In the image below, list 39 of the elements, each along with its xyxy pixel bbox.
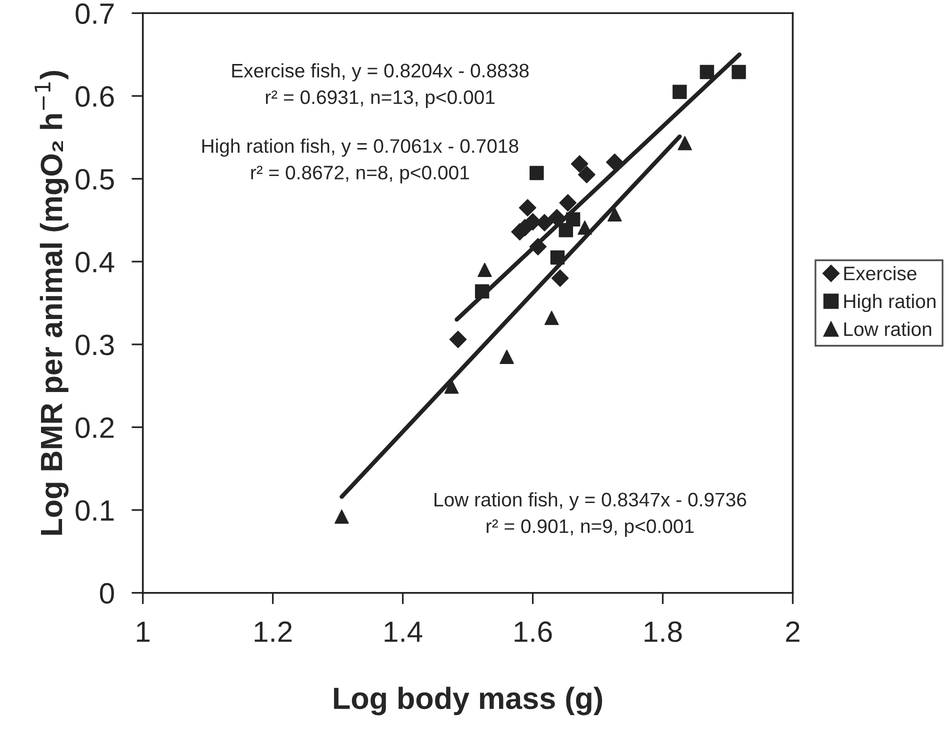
x-tick-label: 1.6 xyxy=(514,621,552,642)
y-tick-label: 0.1 xyxy=(76,500,114,521)
point xyxy=(678,136,692,150)
x-tick-label: 1 xyxy=(136,622,150,642)
point xyxy=(559,194,577,212)
legend-label: High ration xyxy=(844,294,936,312)
point xyxy=(672,84,687,99)
x-tick-label: 2 xyxy=(786,621,800,642)
point xyxy=(449,330,467,348)
annotation: Low ration fish, y = 0.8347x - 0.9736 r² = 0.901, n=9, p<0.001 xyxy=(434,492,746,537)
y-tick-label: 0 xyxy=(100,583,114,604)
x-axis-title: Log body mass (g) xyxy=(334,686,602,716)
point xyxy=(544,310,559,326)
y-tick-label: 0.4 xyxy=(76,252,114,272)
point xyxy=(518,199,536,216)
point xyxy=(700,64,714,80)
x-tick-label: 1.2 xyxy=(254,621,292,642)
point xyxy=(732,64,746,80)
y-tick-label: 0.7 xyxy=(76,3,114,24)
legend-label: Low ration xyxy=(844,322,932,336)
point xyxy=(478,262,492,277)
y-tick-label: 0.2 xyxy=(76,417,114,438)
point xyxy=(334,510,349,524)
x-tick-label: 1.8 xyxy=(644,621,682,642)
point xyxy=(578,166,596,184)
y-tick-label: 0.6 xyxy=(76,86,114,107)
point xyxy=(500,350,514,364)
legend-label: Exercise xyxy=(844,266,916,280)
annotation: Exercise fish, y = 0.8204x - 0.8838 r² = 0.6931, n=13, p<0.001 xyxy=(232,63,529,108)
point xyxy=(551,269,569,287)
y-axis-title: Log BMR per animal (mgO₂ h$^{−1}$) xyxy=(34,71,69,535)
point xyxy=(444,380,459,394)
x-tick-label: 1.4 xyxy=(384,622,422,642)
y-tick-label: 0.5 xyxy=(76,168,114,190)
point xyxy=(530,166,544,180)
y-tick-label: 0.3 xyxy=(76,334,114,356)
annotation: High ration fish, y = 0.7061x - 0.7018 r² = 0.8672, n=8, p<0.001 xyxy=(202,138,518,184)
point xyxy=(570,155,588,173)
point xyxy=(608,207,622,222)
